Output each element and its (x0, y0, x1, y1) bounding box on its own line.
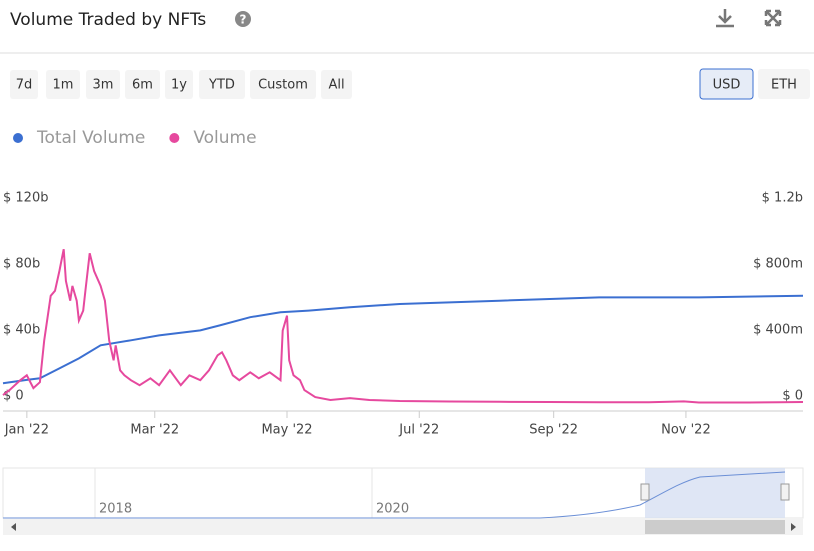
y2-tick-label: $ 0 (782, 389, 803, 404)
legend-marker (13, 133, 23, 143)
y2-tick-label: $ 400m (753, 323, 803, 338)
button-bg (86, 70, 120, 99)
y-tick-label: $ 80b (3, 257, 40, 272)
x-tick-label: Mar '22 (130, 423, 179, 438)
range-button[interactable]: 1m (46, 70, 80, 99)
range-button[interactable]: 3m (86, 70, 120, 99)
svg-text:?: ? (240, 13, 247, 27)
navigator-label: 2018 (99, 502, 132, 517)
button-label: 3m (93, 78, 114, 93)
download-icon[interactable] (716, 9, 734, 28)
button-label: ETH (771, 78, 797, 93)
range-button[interactable]: 7d (10, 70, 38, 99)
x-tick-label: Jan '22 (4, 423, 49, 438)
button-bg (125, 70, 160, 99)
scrollbar[interactable] (3, 519, 803, 535)
x-tick-label: May '22 (261, 423, 312, 438)
y2-tick-label: $ 800m (753, 257, 803, 272)
currency-button[interactable]: USD (699, 68, 754, 100)
button-bg (165, 70, 193, 99)
y-tick-label: $ 40b (3, 323, 40, 338)
range-button[interactable]: Custom (250, 70, 316, 99)
button-bg (758, 69, 810, 99)
range-button[interactable]: YTD (199, 70, 245, 99)
button-label: 1y (171, 78, 187, 93)
x-tick-label: Sep '22 (529, 423, 578, 438)
navigator-label: 2020 (376, 502, 409, 517)
button-bg (199, 70, 245, 99)
button-bg (699, 68, 754, 100)
x-tick-label: Nov '22 (661, 423, 711, 438)
series-line (2, 294, 804, 385)
range-button[interactable]: 6m (125, 70, 160, 99)
legend-label: Volume (193, 128, 256, 148)
y-tick-label: $ 120b (3, 191, 48, 206)
button-bg (46, 70, 80, 99)
range-button[interactable]: 1y (165, 70, 193, 99)
button-label: All (328, 78, 344, 93)
button-label: Custom (258, 78, 308, 93)
range-button[interactable]: All (321, 70, 352, 99)
x-tick-label: Jul '22 (398, 423, 439, 438)
button-bg (250, 70, 316, 99)
expand-icon[interactable] (764, 9, 782, 27)
help-icon[interactable]: ? (235, 11, 251, 27)
navigator-handle[interactable] (640, 483, 650, 501)
navigator-selection[interactable] (645, 468, 785, 518)
navigator (2, 467, 804, 535)
button-label: 1m (53, 78, 74, 93)
button-bg (321, 70, 352, 99)
legend-item[interactable]: Total Volume (13, 128, 145, 148)
chart-title: Volume Traded by NFTs (10, 10, 206, 30)
legend-label: Total Volume (36, 128, 145, 148)
y-tick-label: $ 0 (3, 389, 24, 404)
button-label: 6m (132, 78, 153, 93)
button-label: USD (713, 78, 741, 93)
currency-button[interactable]: ETH (758, 69, 810, 99)
button-bg (10, 70, 38, 99)
legend-marker (169, 133, 180, 143)
legend-item[interactable]: Volume (169, 128, 257, 148)
navigator-handle[interactable] (780, 483, 790, 501)
button-label: YTD (208, 78, 235, 93)
series-line (2, 249, 804, 404)
button-label: 7d (16, 78, 33, 93)
y2-tick-label: $ 1.2b (762, 191, 803, 206)
